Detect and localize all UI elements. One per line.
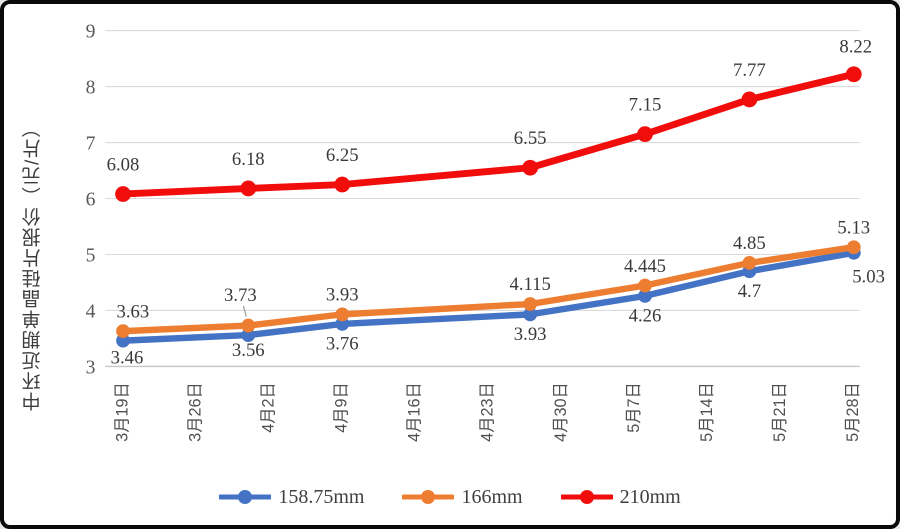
data-point-marker bbox=[116, 333, 130, 348]
data-point-label: 7.77 bbox=[733, 60, 766, 81]
data-point-label: 3.56 bbox=[232, 340, 265, 361]
x-axis-tick-label: 5月21日 bbox=[771, 382, 789, 442]
data-point-label: 6.25 bbox=[326, 145, 359, 166]
legend-item-166mm: 166mm bbox=[402, 485, 523, 509]
data-point-marker bbox=[637, 126, 653, 143]
label-leader-line bbox=[242, 305, 247, 317]
data-point-marker bbox=[240, 180, 257, 197]
y-axis-tick-label: 7 bbox=[86, 132, 96, 154]
data-point-label: 6.55 bbox=[514, 128, 547, 149]
data-point-label: 4.445 bbox=[624, 256, 666, 277]
y-axis-tick-label: 9 bbox=[86, 20, 96, 42]
data-point-marker bbox=[241, 328, 256, 342]
legend-item-210mm: 210mm bbox=[560, 485, 681, 509]
data-point-marker bbox=[335, 317, 350, 331]
legend-label: 210mm bbox=[619, 485, 681, 508]
x-axis-tick-label: 5月14日 bbox=[698, 382, 716, 442]
y-axis-tick-label: 3 bbox=[86, 356, 96, 378]
data-point-label: 6.08 bbox=[107, 154, 140, 175]
data-point-label: 5.03 bbox=[852, 266, 885, 287]
series-line-210mm bbox=[119, 70, 858, 198]
data-point-marker bbox=[523, 307, 538, 322]
data-point-label: 3.93 bbox=[514, 324, 547, 345]
x-axis-tick-label: 3月26日 bbox=[186, 382, 204, 442]
data-point-label: 3.73 bbox=[224, 285, 257, 306]
data-point-marker bbox=[742, 255, 757, 270]
chart-area: 3 4 5 6 7 8 9 3月19日 3月26日 4月2日 4月9日 4月16日 4月23日 4月30日… bbox=[86, 20, 885, 442]
y-axis-tick-label: 8 bbox=[86, 76, 96, 98]
data-point-label: 3.93 bbox=[326, 285, 359, 306]
data-point-marker bbox=[523, 297, 538, 311]
data-point-marker bbox=[638, 289, 652, 303]
y-axis-tick-label: 6 bbox=[86, 188, 96, 210]
data-point-label: 4.85 bbox=[733, 233, 766, 254]
legend-label: 166mm bbox=[461, 485, 523, 508]
y-axis-tick-label: 4 bbox=[86, 300, 96, 322]
data-point-marker bbox=[335, 307, 350, 322]
data-point-label: 4.26 bbox=[629, 306, 662, 327]
data-point-marker bbox=[741, 91, 758, 108]
data-point-label: 4.115 bbox=[509, 274, 550, 295]
data-point-label: 7.15 bbox=[629, 95, 662, 116]
data-point-marker bbox=[845, 66, 862, 83]
x-axis-tick-label: 4月16日 bbox=[406, 382, 424, 442]
data-point-marker bbox=[334, 176, 351, 193]
y-axis-tick-label: 5 bbox=[86, 244, 96, 266]
x-axis-tick-label: 4月23日 bbox=[479, 382, 497, 442]
line-marker-icon bbox=[402, 490, 455, 504]
data-point-label: 3.46 bbox=[111, 347, 144, 368]
x-axis-tick-label: 4月30日 bbox=[552, 382, 570, 442]
data-point-label: 5.13 bbox=[837, 217, 870, 238]
legend-label: 158.75mm bbox=[278, 485, 365, 508]
x-axis-tick-label: 4月2日 bbox=[259, 382, 277, 433]
data-point-label: 4.7 bbox=[738, 281, 761, 302]
legend-item-158-75mm: 158.75mm bbox=[219, 486, 364, 509]
data-point-label: 8.22 bbox=[839, 37, 872, 58]
data-point-marker bbox=[116, 324, 130, 339]
data-point-label: 3.63 bbox=[117, 301, 150, 322]
x-axis-tick-label: 3月19日 bbox=[113, 382, 131, 442]
data-point-marker bbox=[241, 318, 256, 333]
data-point-marker bbox=[638, 278, 652, 293]
x-axis-tick-label: 5月28日 bbox=[844, 382, 862, 442]
chart-legend: 158.75mm 166mm 210mm bbox=[4, 480, 896, 514]
data-point-label: 3.76 bbox=[326, 334, 359, 355]
data-point-marker bbox=[522, 159, 539, 176]
line-marker-icon bbox=[219, 490, 272, 504]
data-point-marker bbox=[846, 240, 861, 255]
x-axis-tick-label: 4月9日 bbox=[333, 382, 351, 433]
data-point-label: 6.18 bbox=[232, 149, 265, 170]
line-marker-icon bbox=[560, 490, 613, 504]
x-axis-tick-label: 5月7日 bbox=[625, 382, 643, 433]
data-point-marker bbox=[115, 186, 131, 202]
